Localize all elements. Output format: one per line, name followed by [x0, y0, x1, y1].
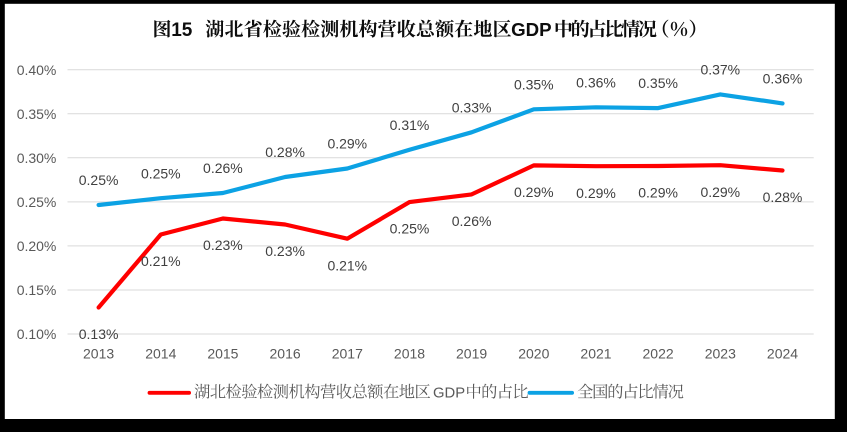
svg-text:0.29%: 0.29%: [514, 184, 554, 200]
svg-text:0.23%: 0.23%: [203, 237, 243, 253]
svg-text:2018: 2018: [394, 346, 425, 362]
svg-text:0.28%: 0.28%: [265, 144, 305, 160]
svg-text:0.35%: 0.35%: [514, 76, 554, 92]
svg-text:0.29%: 0.29%: [638, 185, 678, 201]
svg-text:0.21%: 0.21%: [141, 253, 181, 269]
svg-text:0.29%: 0.29%: [700, 184, 740, 200]
svg-text:0.25%: 0.25%: [141, 165, 181, 181]
svg-text:2024: 2024: [767, 346, 798, 362]
svg-text:2019: 2019: [456, 346, 487, 362]
svg-text:0.31%: 0.31%: [390, 117, 430, 133]
svg-text:0.30%: 0.30%: [17, 150, 57, 166]
svg-text:GDP: GDP: [511, 19, 551, 40]
svg-text:0.13%: 0.13%: [79, 326, 119, 342]
svg-text:0.36%: 0.36%: [576, 74, 616, 90]
svg-text:0.25%: 0.25%: [17, 194, 57, 210]
svg-text:0.15%: 0.15%: [17, 282, 57, 298]
svg-text:2013: 2013: [83, 346, 114, 362]
svg-text:2020: 2020: [518, 346, 549, 362]
svg-text:0.35%: 0.35%: [638, 75, 678, 91]
svg-text:0.26%: 0.26%: [452, 213, 492, 229]
svg-text:0.36%: 0.36%: [763, 71, 803, 87]
svg-text:0.35%: 0.35%: [17, 106, 57, 122]
svg-text:0.28%: 0.28%: [763, 189, 803, 205]
svg-text:2015: 2015: [207, 346, 238, 362]
svg-text:15: 15: [171, 20, 193, 41]
svg-text:2017: 2017: [332, 346, 363, 362]
svg-text:0.40%: 0.40%: [17, 62, 57, 78]
svg-text:2016: 2016: [270, 346, 301, 362]
svg-text:0.33%: 0.33%: [452, 99, 492, 115]
svg-text:0.23%: 0.23%: [265, 243, 305, 259]
svg-text:2014: 2014: [145, 346, 176, 362]
svg-text:0.37%: 0.37%: [700, 62, 740, 78]
svg-text:2021: 2021: [580, 346, 611, 362]
svg-text:0.10%: 0.10%: [17, 326, 57, 342]
svg-text:0.21%: 0.21%: [327, 257, 367, 273]
svg-text:0.20%: 0.20%: [17, 238, 57, 254]
svg-text:GDP: GDP: [433, 385, 465, 401]
svg-text:0.29%: 0.29%: [327, 136, 367, 152]
svg-text:0.25%: 0.25%: [79, 172, 119, 188]
svg-text:0.29%: 0.29%: [576, 185, 616, 201]
svg-text:0.26%: 0.26%: [203, 160, 243, 176]
svg-text:0.25%: 0.25%: [390, 221, 430, 237]
svg-text:2022: 2022: [643, 346, 674, 362]
svg-text:2023: 2023: [705, 346, 736, 362]
